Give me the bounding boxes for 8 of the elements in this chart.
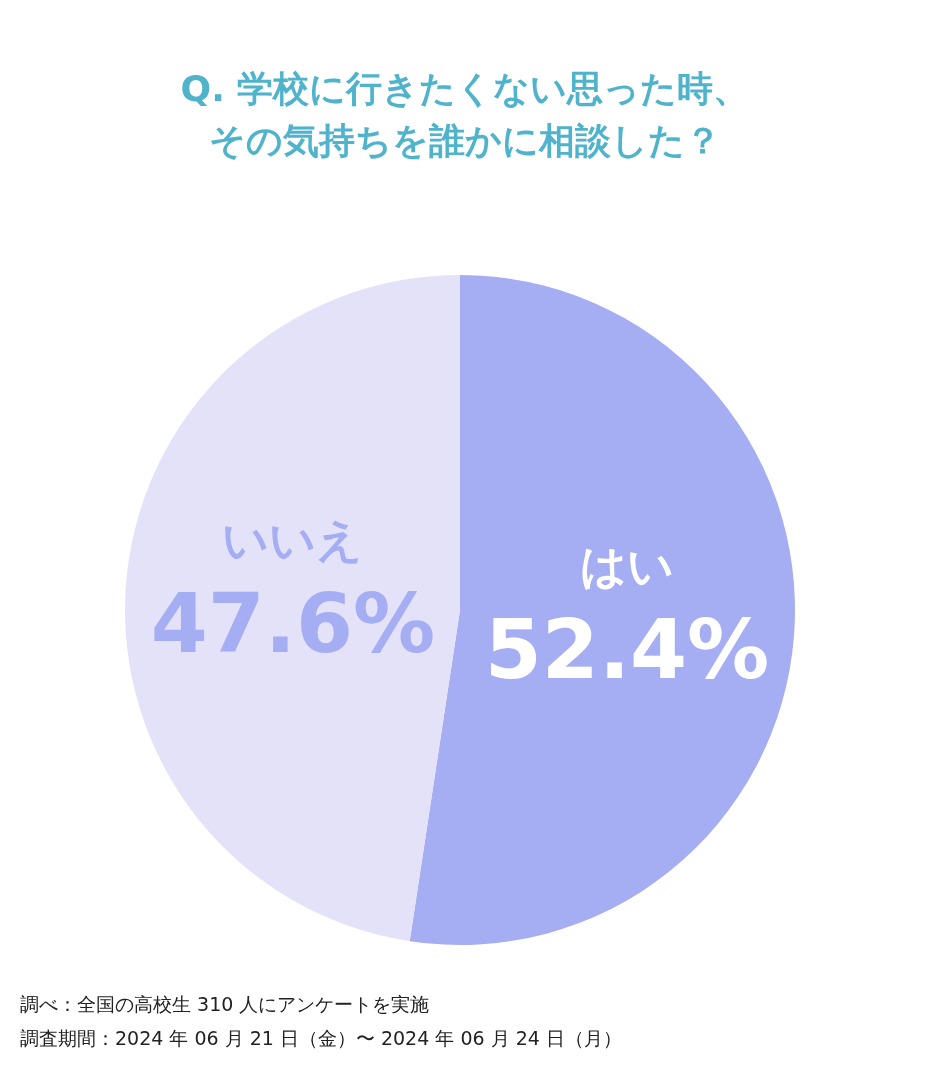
pie-slice	[125, 275, 460, 942]
data-label: 47.6%	[150, 576, 436, 672]
slice-label: はい	[580, 538, 675, 593]
text: 調査期間：2024 年 06 月 21 日（金）〜 2024 年 06 月 24 日（月）	[20, 1027, 622, 1049]
data-label: 52.4%	[484, 601, 770, 697]
slice-label: いいえ	[222, 513, 364, 568]
chart-title: Q. 学校に行きたくない思った時、その気持ちを誰かに相談した？	[180, 68, 750, 161]
text: 調べ：全国の高校生 310 人にアンケートを実施	[20, 993, 430, 1015]
